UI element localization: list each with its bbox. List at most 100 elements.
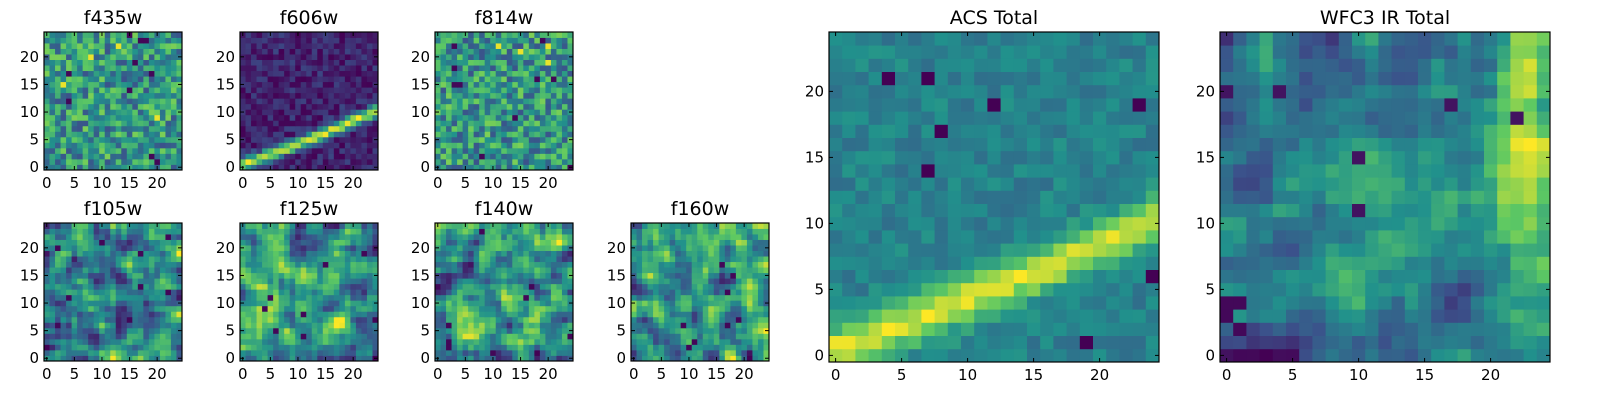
heatmap-cell xyxy=(93,234,100,240)
heatmap-cell xyxy=(333,153,340,160)
heatmap-cell xyxy=(132,87,139,94)
heatmap-cell xyxy=(110,131,117,138)
heatmap-cell xyxy=(523,228,530,235)
heatmap-cell xyxy=(77,294,84,301)
heatmap-cell xyxy=(435,344,441,351)
heatmap-cell xyxy=(77,48,84,55)
heatmap-cell xyxy=(528,267,535,274)
heatmap-cell xyxy=(719,256,726,263)
heatmap-cell xyxy=(273,333,280,340)
heatmap-cell xyxy=(545,59,552,66)
heatmap-cell xyxy=(126,250,133,257)
heatmap-cell xyxy=(333,81,340,88)
heatmap-cell xyxy=(115,289,122,296)
heatmap-cell xyxy=(713,267,720,274)
heatmap-cell xyxy=(512,54,519,60)
heatmap-cell xyxy=(55,228,61,235)
heatmap-cell xyxy=(295,37,302,44)
heatmap-cell xyxy=(473,37,480,44)
heatmap-cell xyxy=(658,272,665,279)
heatmap-cell xyxy=(724,245,731,251)
heatmap-cell xyxy=(631,234,637,240)
heatmap-cell xyxy=(1053,230,1067,244)
heatmap-cell xyxy=(110,349,117,356)
heatmap-cell xyxy=(686,278,693,285)
heatmap-cell xyxy=(350,43,357,49)
heatmap-cell xyxy=(99,344,106,351)
heatmap-cell xyxy=(506,76,513,83)
heatmap-cell xyxy=(262,65,268,72)
heatmap-cell xyxy=(1079,282,1094,297)
heatmap-cell xyxy=(165,322,172,329)
heatmap-cell xyxy=(317,289,324,296)
heatmap-cell xyxy=(636,278,643,285)
heatmap-cell xyxy=(1106,164,1120,178)
heatmap-cell xyxy=(273,81,280,88)
heatmap-cell xyxy=(473,158,480,165)
heatmap-cell xyxy=(961,309,975,323)
heatmap-cell xyxy=(245,289,252,296)
heatmap-cell xyxy=(328,316,335,323)
heatmap-cell xyxy=(895,309,909,323)
heatmap-cell xyxy=(339,136,346,143)
heatmap-cell xyxy=(855,309,869,323)
heatmap-cell xyxy=(561,294,568,301)
heatmap-cell xyxy=(121,131,128,138)
heatmap-cell xyxy=(176,120,183,127)
heatmap-cell xyxy=(435,349,441,356)
heatmap-cell xyxy=(262,261,268,268)
heatmap-cell xyxy=(495,109,502,116)
heatmap-cell xyxy=(446,239,452,246)
heatmap-cell xyxy=(143,147,150,154)
heatmap-cells xyxy=(435,223,574,362)
heatmap-cell xyxy=(328,87,335,94)
heatmap-cell xyxy=(132,164,139,171)
heatmap-cell xyxy=(495,349,502,356)
heatmap-cell xyxy=(104,32,111,38)
heatmap-cell xyxy=(328,109,335,116)
heatmap-cell xyxy=(669,278,676,285)
heatmap-cell xyxy=(446,305,452,312)
heatmap-cell xyxy=(165,250,172,257)
heatmap-cell xyxy=(702,272,709,279)
heatmap-cell xyxy=(372,103,379,110)
heatmap-cell xyxy=(256,305,263,312)
heatmap-cell xyxy=(550,294,557,301)
heatmap-cell xyxy=(868,177,883,191)
heatmap-cell xyxy=(126,114,133,121)
heatmap-cell xyxy=(66,98,72,105)
heatmap-cell xyxy=(284,70,291,77)
heatmap-cell xyxy=(539,316,546,323)
heatmap-cell xyxy=(561,223,568,229)
heatmap-cell xyxy=(121,239,128,246)
heatmap-cell xyxy=(240,87,246,94)
heatmap-cell xyxy=(506,245,513,251)
heatmap-cell xyxy=(561,70,568,77)
heatmap-cell xyxy=(757,223,764,229)
heatmap-cell xyxy=(440,256,447,263)
heatmap-cell xyxy=(757,311,764,318)
heatmap-cell xyxy=(148,48,155,55)
heatmap-cell xyxy=(457,59,463,66)
heatmap-cell xyxy=(110,43,117,49)
heatmap-cell xyxy=(273,355,280,362)
heatmap-cell xyxy=(664,272,671,279)
heatmap-cell xyxy=(311,87,318,94)
heatmap-cell xyxy=(148,322,155,329)
heatmap-cell xyxy=(567,250,574,257)
heatmap-cell xyxy=(366,223,373,229)
heatmap-cell xyxy=(631,294,637,301)
heatmap-cell xyxy=(1053,322,1067,336)
heatmap-cell xyxy=(495,70,502,77)
heatmap-cell xyxy=(88,43,95,49)
heatmap-cell xyxy=(350,239,357,246)
heatmap-cell xyxy=(137,131,144,138)
heatmap-cell xyxy=(561,54,568,60)
heatmap-cell xyxy=(1027,256,1041,270)
heatmap-cell xyxy=(44,228,50,235)
heatmap-cell xyxy=(93,250,100,257)
heatmap-cell xyxy=(55,142,61,149)
heatmap-cell xyxy=(567,59,574,66)
heatmap-cell xyxy=(137,228,144,235)
heatmap-cell xyxy=(278,120,285,127)
